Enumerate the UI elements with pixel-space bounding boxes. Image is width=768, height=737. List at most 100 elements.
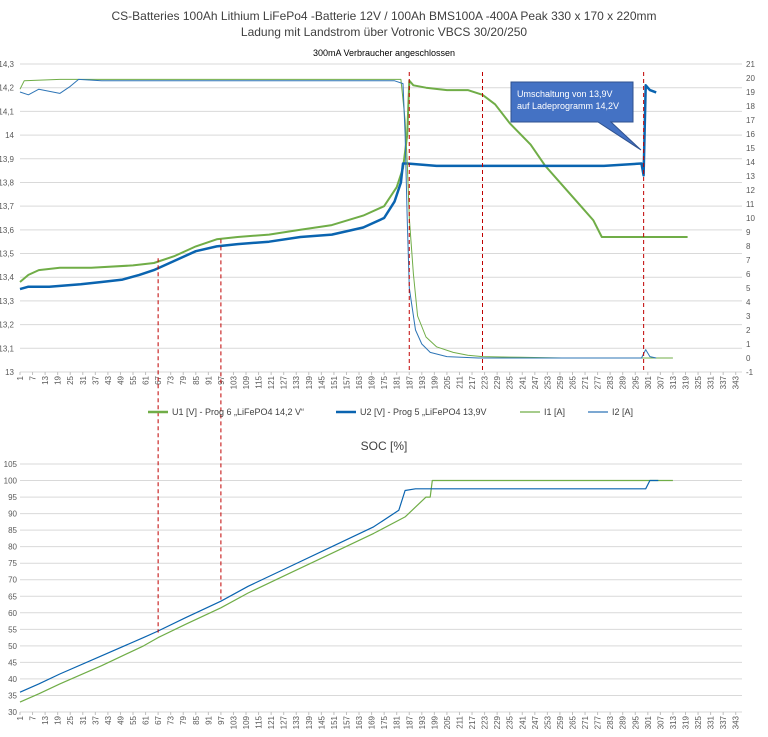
x-tick-label: 271	[581, 715, 590, 729]
x-tick-label: 253	[543, 375, 552, 389]
y2-tick-label: -1	[746, 368, 754, 377]
x-tick-label: 1	[16, 375, 25, 380]
x-tick-label: 43	[104, 375, 113, 384]
series-line-1	[19, 79, 688, 283]
x-tick-label: 55	[129, 375, 138, 384]
x-tick-label: 133	[292, 375, 301, 389]
x-tick-label: 229	[493, 375, 502, 389]
x-tick-label: 181	[393, 715, 402, 729]
y-tick-label: 14	[5, 131, 14, 140]
x-tick-label: 295	[631, 715, 640, 729]
x-tick-label: 241	[518, 715, 527, 729]
x-tick-label: 91	[204, 375, 213, 384]
x-tick-label: 139	[305, 375, 314, 389]
x-tick-label: 289	[619, 715, 628, 729]
x-tick-label: 13	[41, 375, 50, 384]
y-tick-label: 13,7	[0, 202, 15, 211]
bottom-chart-gridlines	[20, 463, 742, 713]
x-tick-label: 205	[443, 715, 452, 729]
soc-chart-title: SOC [%]	[361, 439, 408, 453]
y-tick-label: 13,8	[0, 178, 15, 187]
y2-tick-label: 5	[746, 284, 751, 293]
red-marker-lines	[157, 72, 645, 633]
x-tick-label: 343	[732, 375, 741, 389]
y-tick-label: 13,5	[0, 250, 15, 259]
y2-tick-label: 7	[746, 256, 751, 265]
y-tick-label: 14,3	[0, 60, 15, 69]
y-tick-label: 40	[8, 675, 17, 684]
x-tick-label: 157	[342, 375, 351, 389]
y-tick-label: 85	[8, 526, 17, 535]
x-tick-label: 259	[556, 715, 565, 729]
soc-line-2	[19, 479, 659, 693]
x-tick-label: 277	[594, 375, 603, 389]
x-tick-label: 127	[280, 715, 289, 729]
y-tick-label: 35	[8, 691, 17, 700]
y-tick-label: 55	[8, 625, 17, 634]
x-tick-label: 265	[568, 375, 577, 389]
x-tick-label: 313	[669, 715, 678, 729]
x-tick-label: 85	[192, 715, 201, 724]
y2-tick-label: 17	[746, 116, 755, 125]
x-tick-label: 67	[154, 715, 163, 724]
y-tick-label: 95	[8, 493, 17, 502]
x-tick-label: 271	[581, 375, 590, 389]
chart-subtitle: 300mA Verbraucher angeschlossen	[313, 48, 455, 58]
x-tick-label: 229	[493, 715, 502, 729]
x-tick-label: 103	[229, 715, 238, 729]
y2-tick-label: 11	[746, 200, 755, 209]
x-tick-label: 73	[167, 375, 176, 384]
x-tick-label: 163	[355, 715, 364, 729]
y-tick-label: 60	[8, 609, 17, 618]
y-tick-label: 50	[8, 642, 17, 651]
y-tick-label: 14,2	[0, 84, 15, 93]
x-tick-label: 25	[66, 715, 75, 724]
x-tick-label: 49	[116, 715, 125, 724]
y-tick-label: 45	[8, 658, 17, 667]
y2-tick-label: 6	[746, 270, 751, 279]
x-tick-label: 211	[455, 375, 464, 388]
x-tick-label: 199	[430, 375, 439, 389]
legend-label: U1 [V] - Prog 6 „LiFePO4 14,2 V“	[172, 407, 304, 417]
x-tick-label: 193	[418, 715, 427, 729]
x-tick-label: 1	[16, 715, 25, 720]
x-tick-label: 79	[179, 375, 188, 384]
chart-title-line2: Ladung mit Landstrom über Votronic VBCS …	[241, 25, 528, 39]
x-tick-label: 301	[644, 375, 653, 389]
y2-tick-label: 10	[746, 214, 755, 223]
x-tick-label: 49	[116, 375, 125, 384]
soc-line-1	[19, 479, 673, 703]
x-tick-label: 307	[656, 375, 665, 389]
y2-tick-label: 2	[746, 326, 751, 335]
series-line-2	[19, 84, 657, 291]
x-tick-label: 43	[104, 715, 113, 724]
x-tick-label: 115	[255, 715, 264, 728]
x-tick-label: 61	[142, 375, 151, 384]
x-tick-label: 91	[204, 715, 213, 724]
x-tick-label: 79	[179, 715, 188, 724]
x-tick-label: 109	[242, 715, 251, 729]
x-tick-label: 241	[518, 375, 527, 389]
x-tick-label: 73	[167, 715, 176, 724]
x-tick-label: 223	[481, 375, 490, 389]
x-tick-label: 319	[681, 375, 690, 389]
callout-line1: Umschaltung von 13,9V	[517, 89, 613, 99]
x-tick-label: 175	[380, 375, 389, 389]
x-tick-label: 253	[543, 715, 552, 729]
x-tick-label: 85	[192, 375, 201, 384]
y2-tick-label: 18	[746, 102, 755, 111]
x-tick-label: 325	[694, 375, 703, 389]
y2-tick-label: 20	[746, 74, 755, 83]
x-tick-label: 169	[368, 715, 377, 729]
x-tick-label: 175	[380, 715, 389, 729]
legend-label: I1 [A]	[544, 407, 565, 417]
x-tick-label: 103	[229, 375, 238, 389]
y-tick-label: 13	[5, 368, 14, 377]
x-tick-label: 133	[292, 715, 301, 729]
x-tick-label: 295	[631, 375, 640, 389]
x-tick-label: 115	[255, 375, 264, 388]
x-tick-label: 121	[267, 715, 276, 729]
